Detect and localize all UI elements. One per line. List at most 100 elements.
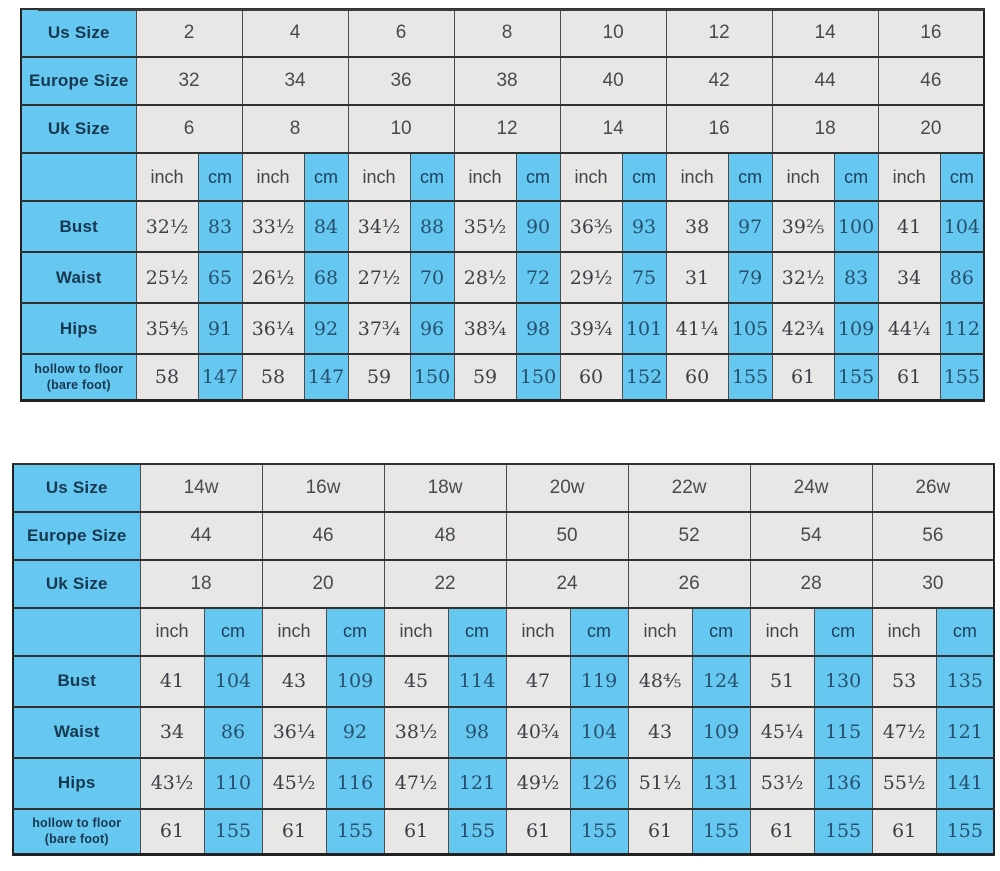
measurement-cm-cell: 72 <box>515 251 561 304</box>
size-value-cell: 12 <box>453 104 561 154</box>
row-label-waist: Waist <box>12 705 141 759</box>
row-label-bust: Bust <box>12 654 141 708</box>
measurement-inch-cell: 41 <box>139 654 205 708</box>
size-value-cell: 24w <box>749 462 873 513</box>
unit-header-cm: cm <box>569 606 629 657</box>
measurement-cm-cell: 68 <box>303 251 349 304</box>
measurement-cm-cell: 121 <box>447 756 507 810</box>
size-value-cell: 22w <box>627 462 751 513</box>
row-label-hollow-to-floor: hollow to floor (bare foot) <box>20 353 137 401</box>
measurement-cm-cell: 141 <box>935 756 995 810</box>
measurement-cm-cell: 114 <box>447 654 507 708</box>
size-chart-plus: Us Size 14w 16w 18w 20w 22w 24w 26w Europe Size 4… <box>12 462 996 856</box>
measurement-cm-cell: 109 <box>833 302 879 355</box>
row-label-text: Hips <box>57 773 96 792</box>
measurement-inch-cell: 39⅖ <box>771 200 835 253</box>
measurement-inch-cell: 47½ <box>383 756 449 810</box>
size-value-cell: 8 <box>453 8 561 58</box>
measurement-cm-cell: 88 <box>409 200 455 253</box>
unit-header-cm: cm <box>515 152 561 202</box>
row-label-europe-size: Europe Size <box>12 510 141 561</box>
row-label-bust: Bust <box>20 200 137 253</box>
row-label-waist: Waist <box>20 251 137 304</box>
unit-header-inch: inch <box>453 152 517 202</box>
measurement-cm-cell: 101 <box>621 302 667 355</box>
measurement-cm-cell: 86 <box>939 251 985 304</box>
measurement-inch-cell: 59 <box>347 353 411 401</box>
measurement-cm-cell: 96 <box>409 302 455 355</box>
measurement-inch-cell: 36⅗ <box>559 200 623 253</box>
unit-header-inch: inch <box>383 606 449 657</box>
size-value-cell: 26w <box>871 462 995 513</box>
measurement-cm-cell: 155 <box>691 807 751 856</box>
size-value-cell: 12 <box>665 8 773 58</box>
row-label-text: Waist <box>53 722 100 741</box>
size-value-cell: 16 <box>877 8 985 58</box>
size-value-cell: 32 <box>135 56 243 106</box>
size-value-cell: 14 <box>559 104 667 154</box>
unit-header-cm: cm <box>833 152 879 202</box>
row-label-text: Bust <box>59 216 99 236</box>
measurement-cm-cell: 98 <box>515 302 561 355</box>
measurement-cm-cell: 98 <box>447 705 507 759</box>
measurement-inch-cell: 43 <box>261 654 327 708</box>
measurement-inch-cell: 53 <box>871 654 937 708</box>
measurement-inch-cell: 41 <box>877 200 941 253</box>
size-value-cell: 18 <box>771 104 879 154</box>
measurement-inch-cell: 58 <box>241 353 305 401</box>
size-value-cell: 18 <box>139 558 263 609</box>
size-value-cell: 34 <box>241 56 349 106</box>
measurement-cm-cell: 150 <box>409 353 455 401</box>
unit-header-cm: cm <box>935 606 995 657</box>
measurement-inch-cell: 45 <box>383 654 449 708</box>
unit-header-cm: cm <box>409 152 455 202</box>
measurement-cm-cell: 112 <box>939 302 985 355</box>
measurement-inch-cell: 26½ <box>241 251 305 304</box>
row-label-text: hollow to floor <box>32 816 122 830</box>
row-label-uk-size: Uk Size <box>12 558 141 609</box>
measurement-cm-cell: 155 <box>447 807 507 856</box>
measurement-cm-cell: 124 <box>691 654 751 708</box>
size-chart-standard: Us Size 2 4 6 8 10 12 14 16 Europe Size 32 34 36 38 40… <box>20 8 986 402</box>
size-value-cell: 20w <box>505 462 629 513</box>
measurement-cm-cell: 155 <box>569 807 629 856</box>
measurement-cm-cell: 109 <box>691 705 751 759</box>
unit-header-inch: inch <box>627 606 693 657</box>
measurement-inch-cell: 38 <box>665 200 729 253</box>
measurement-cm-cell: 155 <box>833 353 879 401</box>
measurement-inch-cell: 61 <box>771 353 835 401</box>
size-value-cell: 20 <box>261 558 385 609</box>
unit-header-inch: inch <box>559 152 623 202</box>
row-label-text: Bust <box>57 671 97 690</box>
unit-header-cm: cm <box>621 152 667 202</box>
cropped-top-line <box>38 9 985 11</box>
measurement-cm-cell: 155 <box>203 807 263 856</box>
unit-header-inch: inch <box>665 152 729 202</box>
measurement-inch-cell: 41¼ <box>665 302 729 355</box>
measurement-cm-cell: 126 <box>569 756 629 810</box>
unit-row-spacer <box>20 152 137 202</box>
measurement-inch-cell: 44¼ <box>877 302 941 355</box>
measurement-cm-cell: 83 <box>833 251 879 304</box>
size-value-cell: 6 <box>347 8 455 58</box>
measurement-inch-cell: 61 <box>261 807 327 856</box>
measurement-cm-cell: 100 <box>833 200 879 253</box>
size-value-cell: 8 <box>241 104 349 154</box>
unit-header-inch: inch <box>505 606 571 657</box>
size-value-cell: 16 <box>665 104 773 154</box>
measurement-inch-cell: 61 <box>871 807 937 856</box>
row-label-hollow-to-floor: hollow to floor (bare foot) <box>12 807 141 856</box>
measurement-inch-cell: 61 <box>139 807 205 856</box>
unit-header-cm: cm <box>303 152 349 202</box>
unit-header-inch: inch <box>135 152 199 202</box>
measurement-cm-cell: 131 <box>691 756 751 810</box>
measurement-cm-cell: 135 <box>935 654 995 708</box>
measurement-inch-cell: 25½ <box>135 251 199 304</box>
measurement-cm-cell: 90 <box>515 200 561 253</box>
measurement-inch-cell: 47 <box>505 654 571 708</box>
measurement-cm-cell: 97 <box>727 200 773 253</box>
size-value-cell: 36 <box>347 56 455 106</box>
measurement-cm-cell: 105 <box>727 302 773 355</box>
measurement-inch-cell: 45½ <box>261 756 327 810</box>
unit-header-inch: inch <box>261 606 327 657</box>
